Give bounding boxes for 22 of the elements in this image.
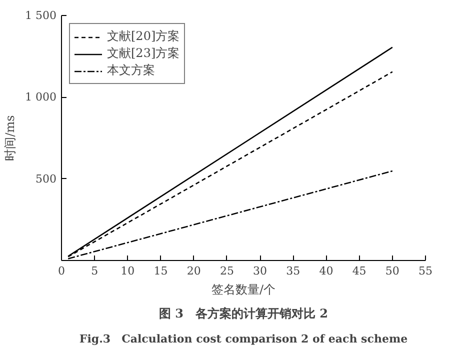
x-tick-label: 55 (418, 264, 432, 278)
x-tick-label: 35 (286, 264, 300, 278)
caption: 图 3 各方案的计算开销对比 2 (158, 306, 328, 320)
x-tick-label: 15 (154, 264, 168, 278)
x-tick-label: 5 (91, 264, 98, 278)
legend-label: 本文方案 (107, 62, 155, 79)
x-tick-label: 40 (319, 264, 334, 278)
y-tick-label: 500 (36, 172, 57, 186)
x-tick-label: 25 (220, 264, 234, 278)
x-tick-label: 45 (352, 264, 366, 278)
y-axis-title: 时间/ms (3, 115, 18, 161)
x-tick-label: 10 (120, 264, 135, 278)
x-tick-label: 0 (58, 264, 65, 278)
legend-label: 文献[20]方案 (107, 28, 180, 45)
y-tick-label: 1 000 (25, 90, 57, 104)
legend-label: 文献[23]方案 (107, 45, 180, 62)
x-tick-label: 20 (186, 264, 201, 278)
y-tick-label: 1 500 (25, 9, 57, 22)
caption: Fig.3 Calculation cost comparison 2 of each scheme (79, 332, 408, 346)
x-axis-title: 签名数量/个 (211, 282, 276, 296)
x-tick-label: 50 (385, 264, 400, 278)
x-tick-label: 30 (253, 264, 268, 278)
